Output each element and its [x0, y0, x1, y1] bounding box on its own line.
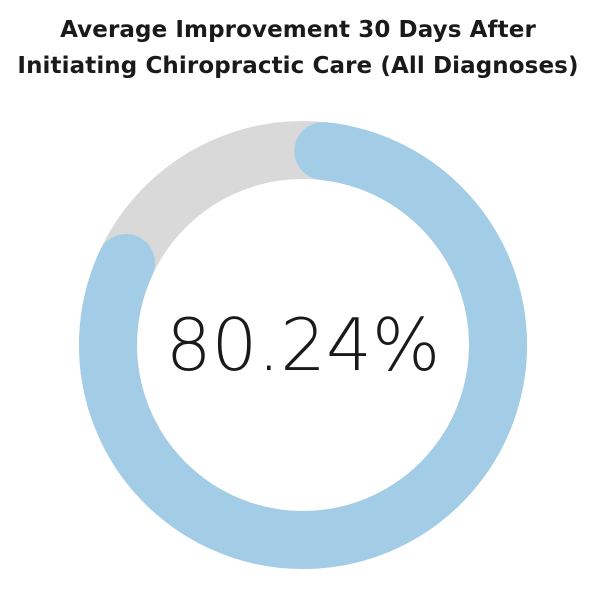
chart-title-line-2: Initiating Chiropractic Care (All Diagno…: [17, 53, 579, 79]
donut-value-arc: [79, 122, 527, 569]
chart-title: Average Improvement 30 Days After Initia…: [0, 12, 596, 84]
center-value-label: 80.24%: [166, 303, 441, 387]
chart-title-line-1: Average Improvement 30 Days After: [60, 17, 536, 43]
